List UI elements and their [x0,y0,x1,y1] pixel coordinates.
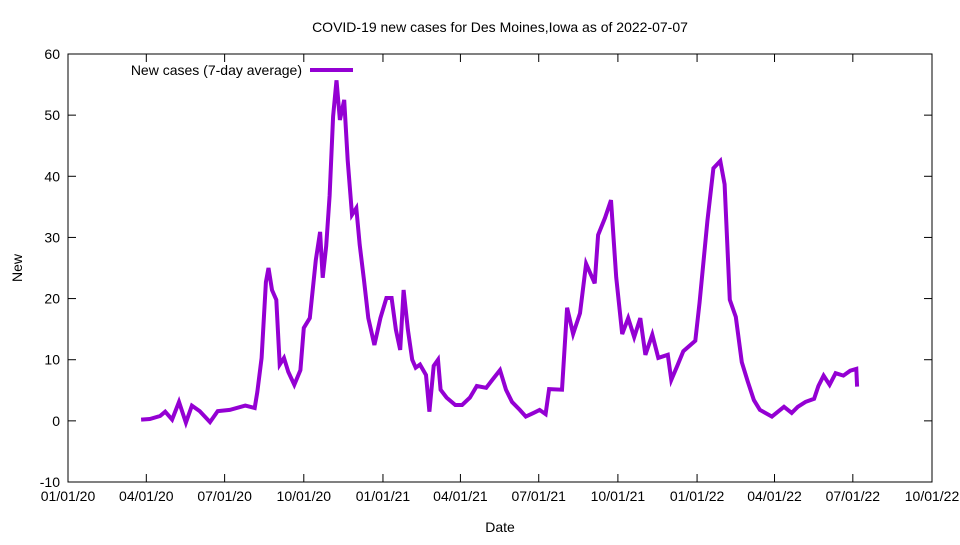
x-tick-label: 01/01/21 [356,488,411,504]
y-tick-label: 40 [44,168,60,184]
x-tick-label: 07/01/21 [511,488,566,504]
y-tick-label: 60 [44,46,60,62]
x-tick-label: 10/01/20 [277,488,332,504]
y-tick-label: 20 [44,291,60,307]
y-axis-label: New [9,253,25,282]
y-tick-label: 0 [52,413,60,429]
legend: New cases (7-day average) [131,62,353,78]
x-tick-label: 01/01/22 [670,488,725,504]
x-tick-label: 07/01/20 [197,488,252,504]
axis-ticks: -10 0 10 20 30 40 50 60 01/01/20 04/01/20 07/01/20… [40,46,960,504]
x-tick-label: 04/01/22 [747,488,802,504]
plot-frame [67,53,933,483]
x-tick-label: 10/01/21 [591,488,646,504]
x-axis-label: Date [485,519,515,535]
y-tick-label: -10 [40,474,60,490]
legend-label: New cases (7-day average) [131,62,302,78]
y-tick-label: 50 [44,107,60,123]
y-tick-label: 30 [44,229,60,245]
x-tick-label: 07/01/22 [826,488,881,504]
series-line-new-cases [140,80,860,429]
x-tick-label: 04/01/21 [433,488,488,504]
chart-title: COVID-19 new cases for Des Moines,Iowa a… [312,19,688,35]
x-tick-label: 04/01/20 [119,488,174,504]
x-tick-label: 01/01/20 [41,488,96,504]
x-tick-label: 10/01/22 [905,488,960,504]
y-tick-label: 10 [44,352,60,368]
